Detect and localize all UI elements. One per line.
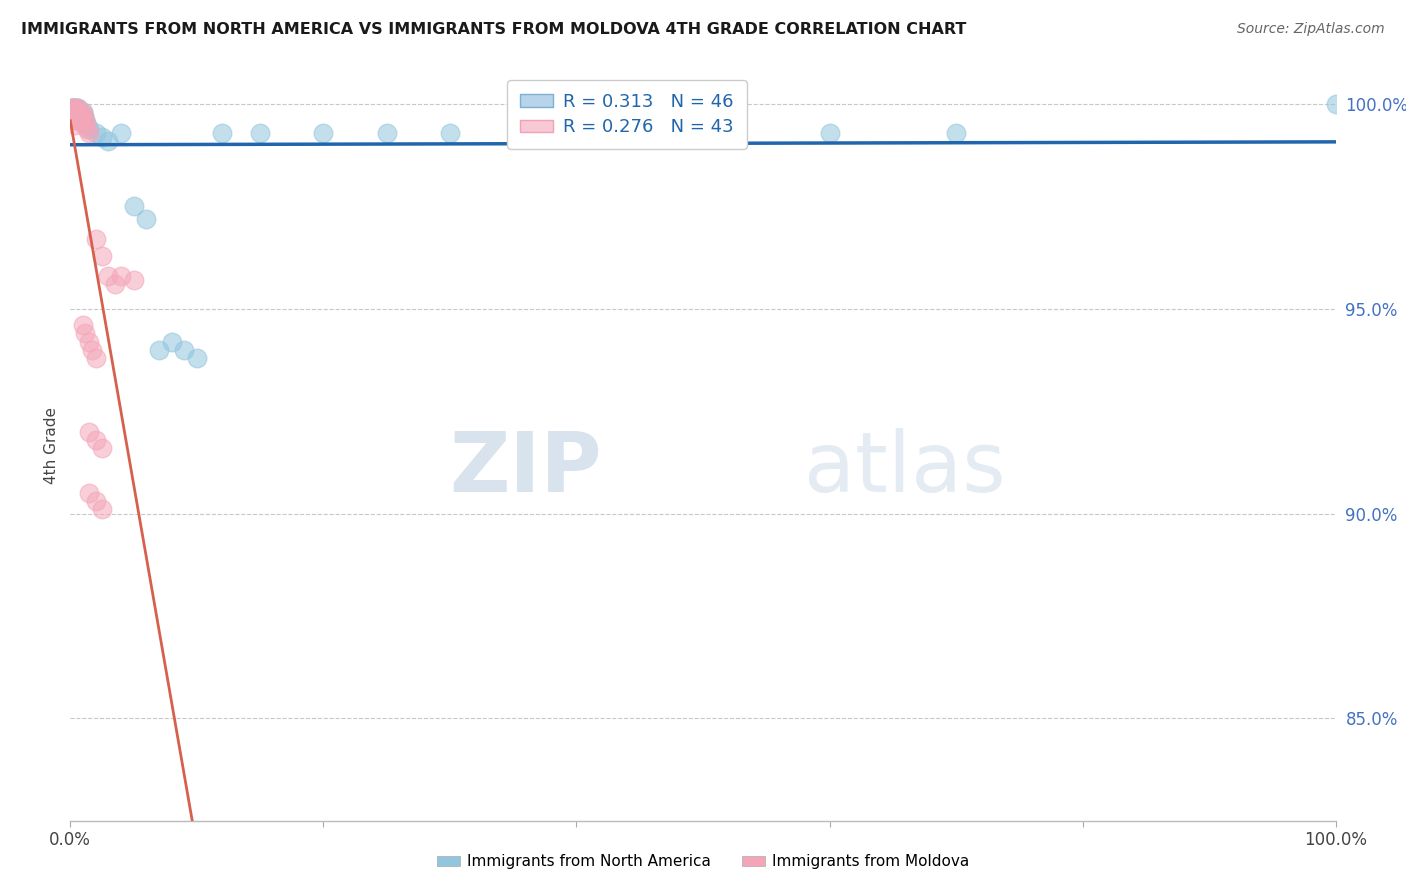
Point — [67, 105, 90, 120]
Point — [65, 105, 87, 120]
Point — [65, 109, 87, 123]
Legend: R = 0.313   N = 46, R = 0.276   N = 43: R = 0.313 N = 46, R = 0.276 N = 43 — [508, 80, 747, 149]
Point — [818, 126, 841, 140]
Point — [1324, 97, 1347, 112]
Point — [173, 343, 195, 357]
Point — [66, 113, 89, 128]
Point — [63, 109, 86, 123]
Point — [65, 101, 87, 115]
Point — [76, 121, 98, 136]
Legend: Immigrants from North America, Immigrants from Moldova: Immigrants from North America, Immigrant… — [430, 848, 976, 875]
Point — [945, 126, 967, 140]
Point — [65, 105, 87, 120]
Point — [67, 105, 90, 120]
Point — [135, 211, 157, 226]
Point — [249, 126, 271, 140]
Text: ZIP: ZIP — [450, 428, 602, 509]
Point — [75, 113, 97, 128]
Point — [63, 101, 86, 115]
Point — [60, 105, 83, 120]
Point — [110, 269, 132, 284]
Point — [65, 109, 87, 123]
Point — [211, 126, 233, 140]
Point — [72, 105, 94, 120]
Point — [90, 441, 114, 455]
Point — [65, 101, 87, 115]
Point — [97, 269, 120, 284]
Point — [72, 113, 94, 128]
Point — [122, 273, 145, 287]
Point — [72, 113, 94, 128]
Point — [148, 343, 170, 357]
Point — [75, 113, 97, 128]
Point — [62, 109, 84, 123]
Point — [67, 113, 90, 128]
Point — [72, 105, 94, 120]
Point — [73, 109, 96, 123]
Point — [66, 101, 89, 115]
Text: atlas: atlas — [804, 428, 1005, 509]
Point — [84, 232, 107, 246]
Point — [90, 129, 114, 144]
Point — [65, 118, 87, 132]
Point — [65, 101, 87, 115]
Point — [67, 109, 90, 123]
Point — [312, 126, 335, 140]
Point — [110, 126, 132, 140]
Point — [69, 109, 91, 123]
Point — [79, 121, 101, 136]
Point — [66, 109, 89, 123]
Point — [63, 105, 86, 120]
Point — [565, 126, 588, 140]
Point — [69, 113, 91, 128]
Point — [79, 334, 101, 349]
Point — [80, 343, 103, 357]
Point — [160, 334, 183, 349]
Point — [75, 326, 97, 341]
Point — [70, 109, 93, 123]
Point — [90, 502, 114, 516]
Text: Source: ZipAtlas.com: Source: ZipAtlas.com — [1237, 22, 1385, 37]
Point — [65, 109, 87, 123]
Point — [72, 318, 94, 333]
Point — [62, 105, 84, 120]
Point — [60, 101, 83, 115]
Point — [122, 199, 145, 213]
Point — [84, 351, 107, 365]
Point — [73, 118, 96, 132]
Point — [62, 109, 84, 123]
Point — [104, 277, 127, 292]
Point — [63, 101, 86, 115]
Point — [79, 425, 101, 439]
Point — [79, 486, 101, 500]
Point — [70, 109, 93, 123]
Point — [62, 105, 84, 120]
Point — [97, 134, 120, 148]
Point — [60, 105, 83, 120]
Point — [84, 494, 107, 508]
Y-axis label: 4th Grade: 4th Grade — [44, 408, 59, 484]
Point — [84, 433, 107, 447]
Point — [63, 113, 86, 128]
Point — [76, 118, 98, 132]
Point — [375, 126, 398, 140]
Point — [66, 105, 89, 120]
Text: IMMIGRANTS FROM NORTH AMERICA VS IMMIGRANTS FROM MOLDOVA 4TH GRADE CORRELATION C: IMMIGRANTS FROM NORTH AMERICA VS IMMIGRA… — [21, 22, 966, 37]
Point — [63, 105, 86, 120]
Point — [84, 126, 107, 140]
Point — [90, 249, 114, 263]
Point — [65, 105, 87, 120]
Point — [79, 126, 101, 140]
Point — [62, 101, 84, 115]
Point — [692, 126, 714, 140]
Point — [186, 351, 208, 365]
Point — [62, 101, 84, 115]
Point — [60, 109, 83, 123]
Point — [60, 101, 83, 115]
Point — [439, 126, 461, 140]
Point — [69, 105, 91, 120]
